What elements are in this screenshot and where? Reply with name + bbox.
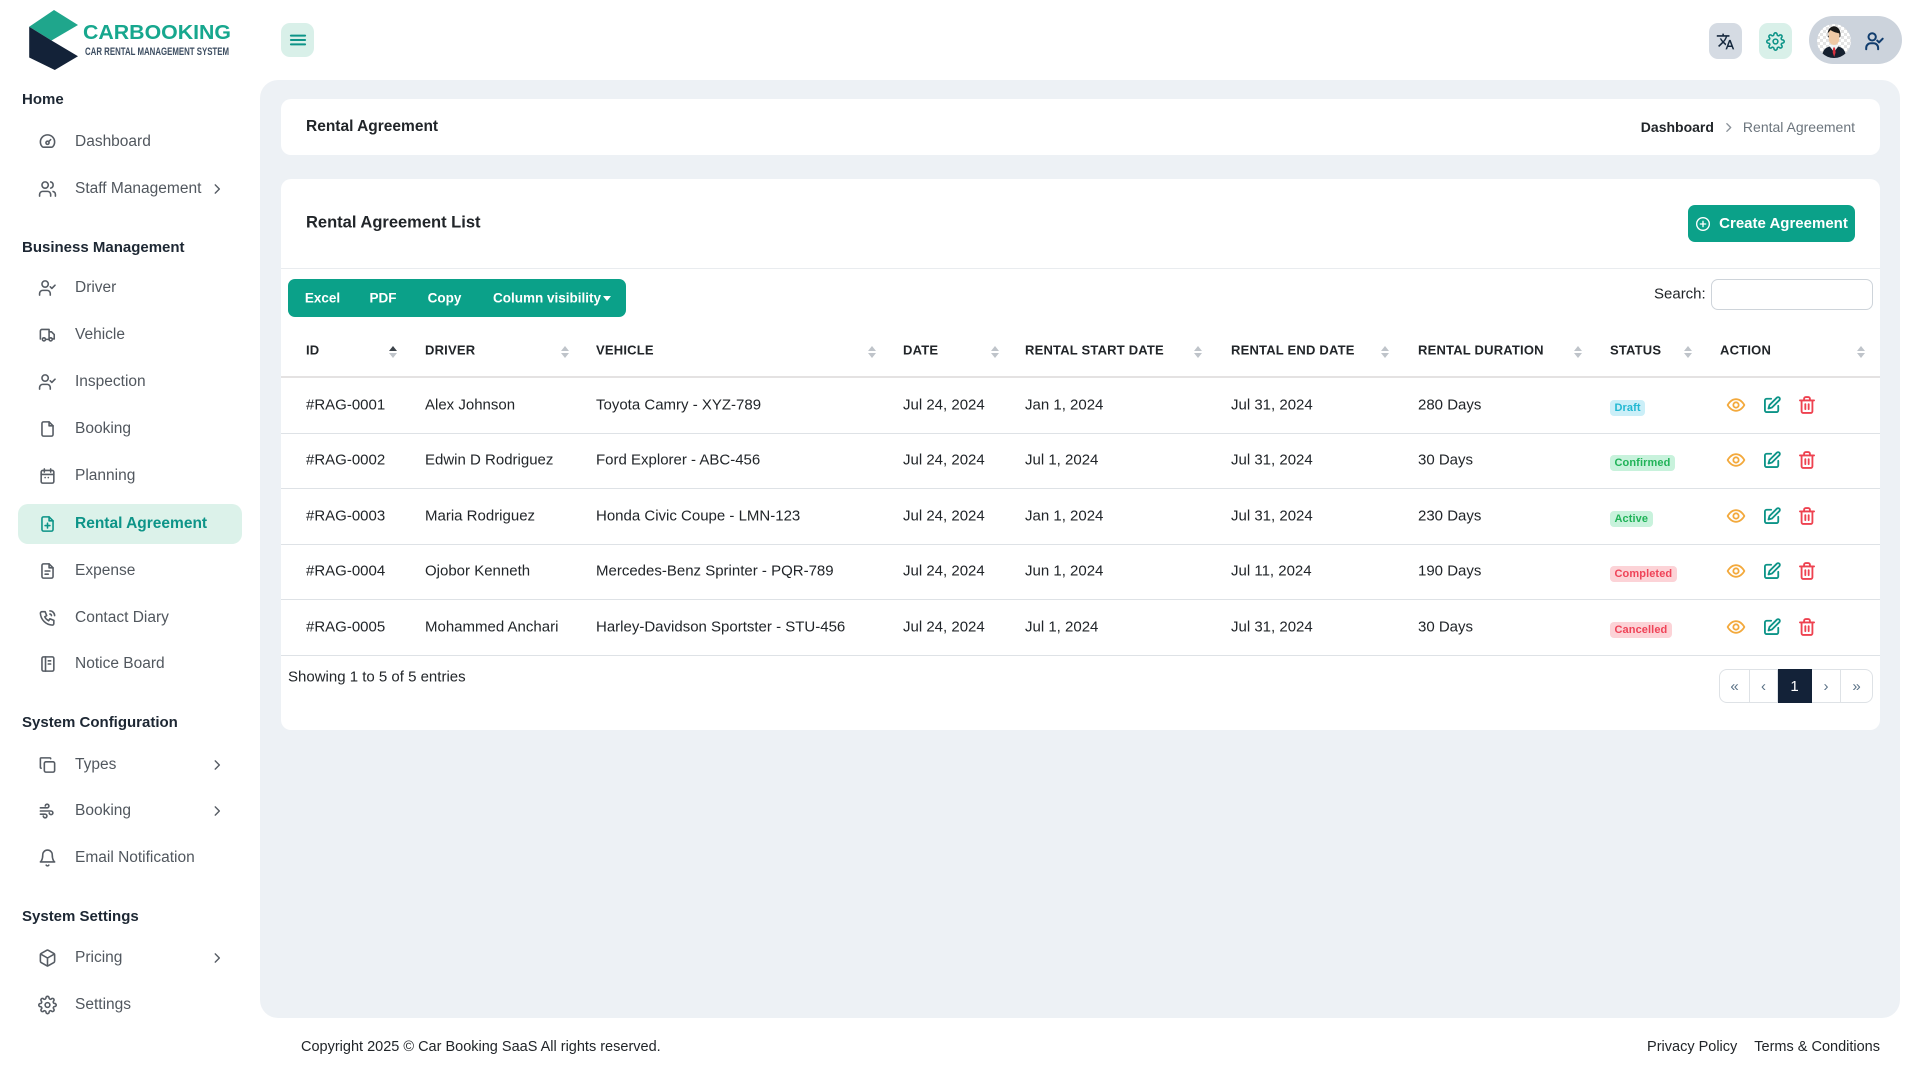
svg-text:CARBOOKING: CARBOOKING	[83, 21, 231, 44]
svg-text:CAR RENTAL MANAGEMENT SYSTEM: CAR RENTAL MANAGEMENT SYSTEM	[85, 46, 229, 58]
